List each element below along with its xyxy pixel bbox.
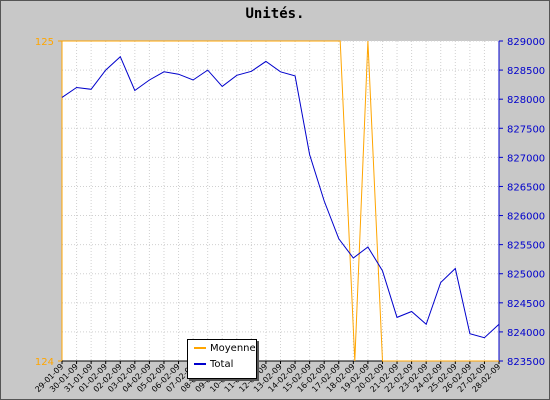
- right-axis-ticks: 829000 828500 828000 827500 827000 826500 8260…: [499, 37, 545, 368]
- legend-item-total: Total: [188, 356, 256, 372]
- legend-swatch-total: [194, 363, 206, 365]
- legend-swatch-moyenne: [194, 347, 206, 349]
- legend-label-moyenne: Moyenne: [210, 342, 256, 354]
- legend-item-moyenne: Moyenne: [188, 340, 256, 356]
- right-tick-label: 827500: [507, 124, 545, 135]
- left-axis-ticks: 125 124: [35, 37, 62, 368]
- right-tick-label: 825500: [507, 241, 545, 252]
- left-tick-label: 124: [35, 357, 54, 368]
- chart-title: Unités.: [245, 6, 304, 22]
- x-axis-ticks: 29-01-0930-01-0931-01-0901-02-0902-02-09…: [33, 361, 502, 394]
- right-tick-label: 826000: [507, 212, 545, 223]
- right-tick-label: 827000: [507, 153, 545, 164]
- right-tick-label: 826500: [507, 182, 545, 193]
- legend-label-total: Total: [210, 358, 234, 370]
- series-line-total: [61, 55, 500, 339]
- right-tick-label: 829000: [507, 37, 545, 48]
- legend: Moyenne Total: [187, 339, 257, 379]
- right-tick-label: 823500: [507, 357, 545, 368]
- right-tick-label: 828000: [507, 95, 545, 106]
- series-line-moyenne: [62, 40, 499, 362]
- right-tick-label: 825000: [507, 270, 545, 281]
- left-tick-label: 125: [35, 37, 54, 48]
- right-tick-label: 824000: [507, 328, 545, 339]
- right-tick-label: 824500: [507, 299, 545, 310]
- series-group: [61, 40, 500, 362]
- grid: [61, 40, 500, 362]
- right-tick-label: 828500: [507, 66, 545, 77]
